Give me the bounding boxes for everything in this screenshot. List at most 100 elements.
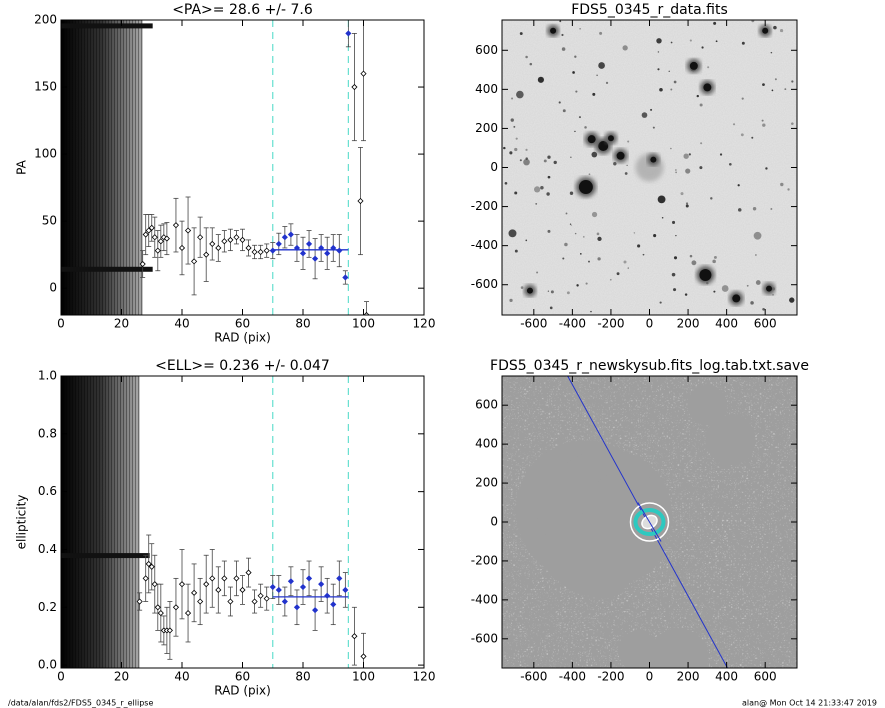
point xyxy=(318,581,325,588)
star xyxy=(762,123,766,127)
star xyxy=(549,306,553,310)
star xyxy=(751,136,754,139)
x-tick-label: 0 xyxy=(646,317,654,331)
star xyxy=(598,62,605,69)
star xyxy=(575,90,578,93)
x-tick-label: 0 xyxy=(646,670,654,684)
y-tick-label: 600 xyxy=(475,398,498,412)
star xyxy=(514,147,518,152)
x-tick-label: 40 xyxy=(174,670,189,684)
y-tick-label: 200 xyxy=(475,121,498,135)
x-tick-label: -600 xyxy=(520,670,547,684)
dense-stripes xyxy=(61,376,140,668)
star xyxy=(525,148,528,151)
star xyxy=(762,307,765,311)
x-tick-label: 400 xyxy=(715,317,738,331)
dense-stripes xyxy=(61,20,143,315)
point xyxy=(360,70,367,77)
plot-area xyxy=(61,376,367,668)
point xyxy=(257,248,264,256)
star xyxy=(509,298,513,303)
star xyxy=(762,83,765,87)
y-tick-label: 400 xyxy=(475,437,498,451)
masked-region xyxy=(705,415,756,466)
x-tick-label: 600 xyxy=(754,670,777,684)
star xyxy=(741,97,744,100)
star xyxy=(791,80,794,83)
star xyxy=(721,285,729,292)
x-tick-label: 200 xyxy=(677,670,700,684)
point xyxy=(209,575,216,582)
panel: 0 20 40 60 80 100 120 0 50 100 150 200 <PA>= 28.6 +/… xyxy=(15,2,436,345)
star xyxy=(616,272,620,276)
point xyxy=(245,244,252,252)
point xyxy=(299,583,307,591)
y-tick-label: -200 xyxy=(471,553,498,567)
y-tick-label: 0.2 xyxy=(38,600,57,614)
point xyxy=(197,234,204,241)
star xyxy=(547,175,551,179)
point xyxy=(330,601,337,608)
star xyxy=(596,232,600,236)
point xyxy=(209,240,216,247)
point xyxy=(154,604,161,611)
star xyxy=(770,51,773,54)
star xyxy=(672,220,676,224)
x-tick-label: 80 xyxy=(295,670,310,684)
point xyxy=(233,575,240,582)
masked-region xyxy=(648,628,709,668)
chart-title: FDS5_0345_r_data.fits xyxy=(571,2,728,18)
x-tick-label: 0 xyxy=(57,670,65,684)
star xyxy=(529,62,533,66)
x-tick-label: 20 xyxy=(114,317,129,331)
x-tick-label: 80 xyxy=(295,317,310,331)
star xyxy=(579,28,581,30)
point xyxy=(336,247,343,254)
point xyxy=(239,586,246,594)
star xyxy=(755,254,757,256)
star xyxy=(553,160,557,165)
chart-title: <ELL>= 0.236 +/- 0.047 xyxy=(155,358,330,374)
y-axis-label: PA xyxy=(15,159,29,174)
star xyxy=(536,271,539,274)
chart-title: FDS5_0345_r_newskysub.fits_log.tab.txt.s… xyxy=(490,358,809,374)
star xyxy=(559,20,562,23)
star xyxy=(653,234,657,238)
star xyxy=(509,151,513,155)
star xyxy=(779,28,784,33)
point xyxy=(324,592,331,599)
point xyxy=(142,231,149,238)
star xyxy=(685,202,689,205)
star xyxy=(659,301,662,304)
point xyxy=(227,598,234,605)
bright-star xyxy=(526,287,533,294)
x-tick-label: -600 xyxy=(520,317,547,331)
star xyxy=(562,257,565,260)
point xyxy=(351,83,358,91)
point xyxy=(363,311,370,315)
star xyxy=(627,267,629,269)
star xyxy=(657,51,660,53)
point xyxy=(172,222,180,229)
star xyxy=(519,159,522,162)
point xyxy=(184,610,192,617)
star xyxy=(565,212,568,215)
point xyxy=(154,247,161,254)
y-tick-label: 0 xyxy=(490,515,498,529)
star xyxy=(637,244,641,248)
star xyxy=(504,181,508,185)
image-area xyxy=(502,376,797,668)
star xyxy=(605,81,609,85)
star xyxy=(752,207,757,211)
star xyxy=(574,232,577,235)
point xyxy=(227,236,234,243)
star xyxy=(680,192,684,196)
star xyxy=(773,25,777,30)
star xyxy=(627,140,630,143)
point xyxy=(257,592,264,599)
star xyxy=(713,290,716,293)
point xyxy=(287,578,294,585)
x-tick-label: 200 xyxy=(677,317,700,331)
dense-band xyxy=(61,553,150,559)
star xyxy=(578,116,581,119)
